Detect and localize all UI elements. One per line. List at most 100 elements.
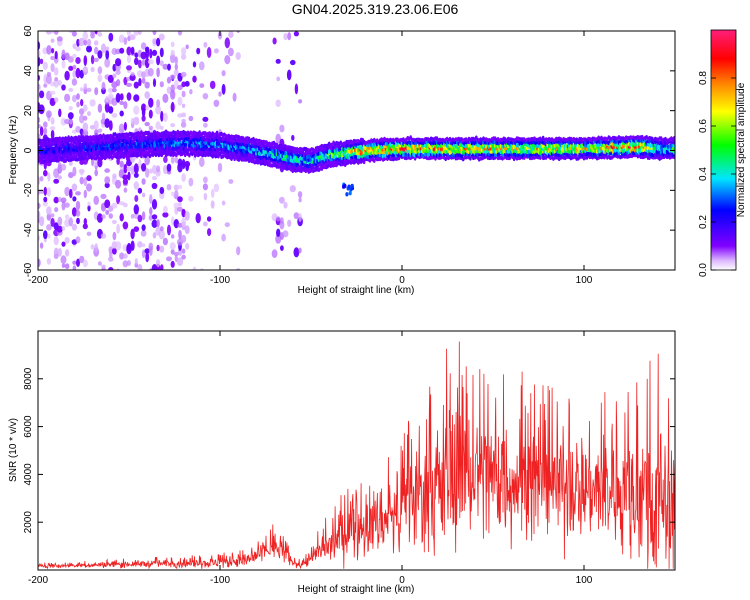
heatmap-noise-cell: [72, 260, 77, 265]
heatmap-noise-cell: [235, 268, 241, 270]
heatmap-noise-cell: [50, 129, 55, 140]
heatmap-noise-cell: [50, 38, 55, 43]
chart-title: GN04.2025.319.23.06.E06: [291, 1, 459, 17]
heatmap-noise-cell: [158, 229, 165, 240]
heatmap-y-ticks: -60 -40 -20 0 20 40 60: [23, 25, 675, 277]
heatmap-noise-cell: [149, 207, 153, 216]
x-tick-label: 0: [399, 575, 405, 586]
heatmap-noise-cell: [122, 260, 129, 268]
heatmap-noise-cell: [126, 242, 132, 253]
heatmap-noise-cell: [202, 183, 208, 191]
heatmap-noise-cell: [203, 122, 208, 128]
heatmap-noise-cell: [71, 78, 78, 86]
heatmap-noise-cell: [53, 196, 59, 204]
heatmap-noise-cell: [138, 159, 142, 169]
heatmap-noise-cell: [83, 55, 88, 66]
heatmap-noise-cell: [147, 59, 154, 65]
heatmap-ridge-cell: [348, 191, 352, 196]
heatmap-noise-cell: [116, 195, 121, 205]
heatmap-noise-cell: [83, 104, 88, 112]
heatmap-noise-cell: [112, 231, 117, 241]
x-tick-label: 100: [576, 275, 593, 286]
heatmap-noise-cell: [112, 73, 117, 79]
heatmap-noise-cell: [43, 121, 48, 128]
heatmap-noise-cell: [293, 212, 300, 220]
heatmap-noise-cell: [141, 163, 147, 172]
heatmap-noise-cell: [43, 186, 47, 196]
heatmap-noise-cell: [174, 63, 178, 71]
heatmap-noise-cell: [123, 253, 128, 259]
colorbar-tick-label: 0.8: [698, 71, 709, 85]
heatmap-noise-cell: [75, 67, 81, 79]
heatmap-noise-cell: [144, 121, 150, 127]
heatmap-noise-cell: [79, 255, 85, 264]
heatmap-noise-cell: [122, 178, 128, 185]
heatmap-noise-cell: [61, 201, 66, 211]
heatmap-noise-cell: [78, 37, 85, 47]
heatmap-noise-cell: [149, 48, 153, 59]
heatmap-noise-cell: [57, 216, 63, 226]
heatmap-noise-cell: [184, 225, 190, 235]
heatmap-noise-cell: [51, 48, 55, 54]
heatmap-noise-cell: [111, 202, 118, 209]
snr-y-ticks: 2000 4000 6000 8000: [23, 367, 675, 533]
heatmap-ridge-cell: [345, 192, 349, 197]
heatmap-noise-cell: [97, 261, 102, 266]
heatmap-noise-cell: [159, 47, 164, 58]
heatmap-noise-cell: [83, 189, 88, 199]
heatmap-noise-cell: [68, 87, 74, 92]
heatmap-noise-cell: [111, 113, 118, 118]
heatmap-noise-cell: [298, 213, 302, 222]
heatmap-noise-cell: [64, 118, 71, 125]
heatmap-noise-cell: [151, 219, 158, 228]
heatmap-ridge-cell: [362, 159, 366, 165]
heatmap-noise-cell: [283, 201, 288, 209]
heatmap-noise-cell: [57, 80, 62, 86]
heatmap-noise-cell: [72, 64, 77, 70]
colorbar-ticks: 0.0 0.2 0.4 0.6 0.8: [698, 71, 736, 277]
heatmap-noise-cell: [71, 223, 78, 231]
heatmap-noise-cell: [54, 207, 59, 213]
heatmap-noise-cell: [94, 169, 98, 177]
heatmap-noise-cell: [162, 93, 169, 104]
heatmap-noise-cell: [43, 196, 48, 203]
heatmap-noise-cell: [101, 43, 106, 54]
heatmap-noise-cell: [83, 39, 88, 46]
heatmap-noise-cell: [61, 226, 66, 231]
heatmap-noise-cell: [108, 106, 114, 114]
heatmap-noise-cell: [178, 229, 182, 240]
heatmap-noise-cell: [141, 192, 146, 198]
heatmap-noise-cell: [151, 49, 158, 57]
heatmap-noise-cell: [178, 202, 182, 207]
heatmap-noise-cell: [171, 216, 175, 226]
heatmap-noise-cell: [108, 213, 114, 219]
heatmap-noise-cell: [43, 230, 48, 240]
heatmap-noise-cell: [64, 237, 70, 244]
heatmap-noise-cell: [130, 72, 135, 77]
heatmap-noise-cell: [177, 184, 183, 190]
heatmap-noise-cell: [38, 41, 41, 51]
heatmap-noise-cell: [145, 105, 150, 111]
heatmap-noise-cell: [173, 184, 179, 191]
heatmap-noise-cell: [38, 104, 45, 115]
snr-plot-area: [38, 331, 675, 570]
heatmap-noise-cell: [156, 244, 160, 252]
heatmap-noise-cell: [39, 176, 44, 182]
heatmap-noise-cell: [140, 229, 147, 237]
heatmap-noise-cell: [64, 202, 70, 208]
heatmap-noise-cell: [116, 157, 120, 165]
heatmap-noise-cell: [167, 224, 171, 236]
heatmap-noise-cell: [173, 69, 179, 76]
heatmap-noise-cell: [151, 214, 158, 220]
heatmap-noise-cell: [134, 57, 139, 66]
heatmap-noise-cell: [166, 76, 172, 84]
heatmap-noise-cell: [144, 91, 150, 99]
heatmap-noise-cell: [166, 256, 172, 262]
heatmap-noise-cell: [68, 217, 74, 227]
heatmap-noise-cell: [97, 50, 103, 59]
heatmap-noise-cell: [141, 211, 146, 221]
heatmap-noise-cell: [145, 46, 150, 53]
heatmap-noise-cell: [64, 93, 71, 103]
heatmap-noise-cell: [148, 242, 154, 251]
heatmap-noise-cell: [181, 248, 186, 254]
